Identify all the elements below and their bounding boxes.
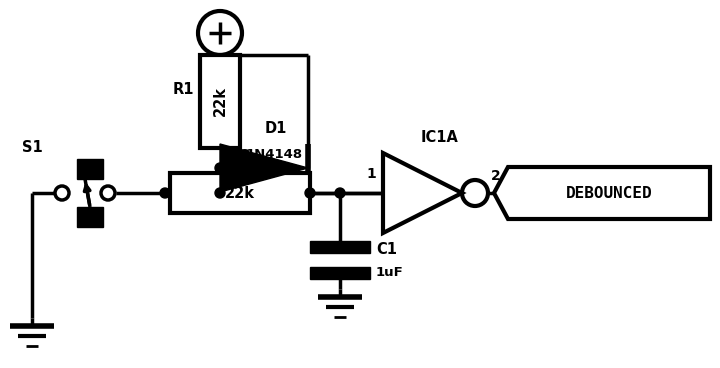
Bar xyxy=(310,267,370,279)
Text: 22k: 22k xyxy=(225,185,255,201)
Bar xyxy=(170,173,310,213)
Text: C1: C1 xyxy=(376,243,397,258)
Text: 1N4148: 1N4148 xyxy=(246,148,302,161)
Text: R2: R2 xyxy=(229,149,251,164)
Text: R1: R1 xyxy=(173,82,194,97)
Circle shape xyxy=(215,188,225,198)
Text: IC1A: IC1A xyxy=(421,130,459,145)
Text: 2: 2 xyxy=(491,169,500,183)
Polygon shape xyxy=(383,153,462,233)
Text: 1uF: 1uF xyxy=(376,265,404,279)
Bar xyxy=(77,207,103,227)
Polygon shape xyxy=(220,144,308,192)
Circle shape xyxy=(160,188,170,198)
Text: 22k: 22k xyxy=(212,86,228,117)
Bar xyxy=(200,55,240,148)
Circle shape xyxy=(335,188,345,198)
Polygon shape xyxy=(494,167,710,219)
Bar xyxy=(77,159,103,179)
Text: DEBOUNCED: DEBOUNCED xyxy=(566,185,652,201)
Bar xyxy=(310,241,370,253)
Text: S1: S1 xyxy=(22,141,42,156)
Circle shape xyxy=(305,188,315,198)
Text: 1: 1 xyxy=(366,167,376,181)
Text: D1: D1 xyxy=(265,121,287,136)
Circle shape xyxy=(215,163,225,173)
